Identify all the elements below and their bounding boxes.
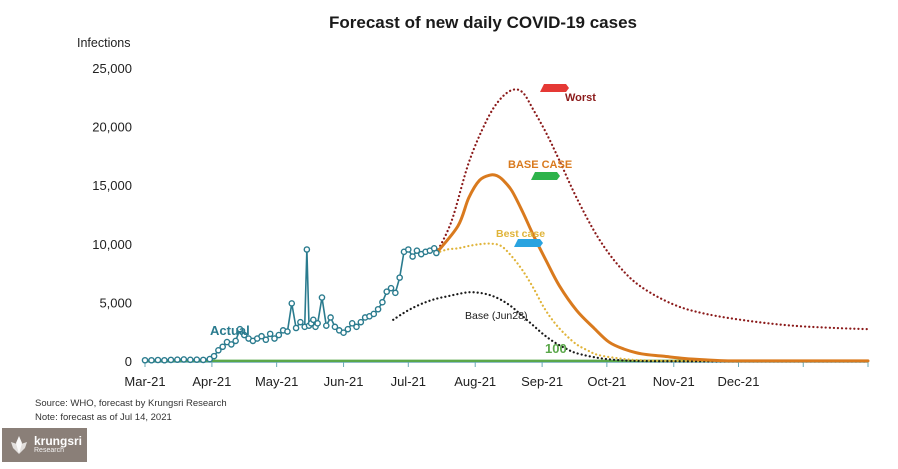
series-actual-point <box>232 337 239 345</box>
series-actual-point <box>236 325 244 333</box>
series-layer <box>141 88 870 364</box>
series-actual-point <box>383 288 391 295</box>
series-actual-point <box>379 298 386 306</box>
series-actual-label: Actual <box>210 323 250 338</box>
krungsri-logo-icon <box>11 436 27 454</box>
series-actual-point <box>154 356 162 364</box>
series-actual-point <box>167 356 175 364</box>
series-actual-point <box>271 335 278 342</box>
series-actual-point <box>292 324 300 332</box>
series-actual-point <box>322 322 330 329</box>
series-actual-point <box>357 318 365 326</box>
series-actual-point <box>288 300 296 307</box>
series-actual-point <box>262 336 270 344</box>
y-tick-label: 5,000 <box>99 295 132 310</box>
series-actual-point <box>344 325 352 333</box>
series-actual-point <box>297 318 304 326</box>
series-base-jun28-line <box>392 291 870 363</box>
forecast-note: Note: forecast as of Jul 14, 2021 <box>35 412 172 423</box>
series-actual-point <box>303 246 311 253</box>
series-actual-point <box>219 343 226 351</box>
series-actual-point <box>405 246 412 253</box>
logo-sub: Research <box>34 447 64 454</box>
series-actual-point <box>206 355 214 363</box>
x-tick-label: Apr-21 <box>192 374 231 389</box>
series-base-jun28-label: Base (Jun28) <box>465 310 527 322</box>
chart-title: Forecast of new daily COVID-19 cases <box>329 13 637 32</box>
series-actual-point <box>174 356 181 363</box>
x-tick-label: Nov-21 <box>653 374 695 389</box>
series-base-case-label: BASE CASE <box>508 159 572 171</box>
series-actual-point <box>331 323 339 331</box>
series-actual-point <box>240 331 248 339</box>
series-actual-point <box>180 356 188 363</box>
x-tick-label: Jul-21 <box>391 374 426 389</box>
series-actual-point <box>413 247 421 254</box>
series-actual-point <box>387 284 395 292</box>
y-tick-label: 15,000 <box>92 178 132 193</box>
series-100-label: 100 <box>545 341 567 356</box>
x-tick-label: Dec-21 <box>718 374 760 389</box>
source-note: Source: WHO, forecast by Krungsri Resear… <box>35 398 227 409</box>
series-actual-point <box>258 332 265 340</box>
series-labels: Actual Worst BASE CASE Best case Base (Jun28… <box>210 84 596 356</box>
series-actual-point <box>228 341 235 348</box>
series-actual-point <box>374 305 382 313</box>
y-tick-label: 20,000 <box>92 120 132 135</box>
series-actual-point <box>266 330 274 338</box>
x-tick-label: Sep-21 <box>521 374 563 389</box>
series-best-case-badge <box>514 239 543 247</box>
x-axis: Mar-21 Apr-21 May-21 Jun-21 Jul-21 Aug-21 Sep-… <box>124 361 869 389</box>
series-actual-point <box>284 328 291 335</box>
y-tick-label: 25,000 <box>92 61 132 76</box>
series-actual-point <box>396 274 403 281</box>
series-actual-point <box>327 314 334 321</box>
series-actual-point <box>314 320 321 327</box>
series-actual-point <box>370 310 378 318</box>
series-actual-point <box>409 253 416 260</box>
series-worst-label: Worst <box>565 92 596 104</box>
series-actual-point <box>215 346 222 354</box>
series-actual-point <box>310 316 317 324</box>
x-tick-label: May-21 <box>255 374 298 389</box>
y-tick-label: 10,000 <box>92 237 132 252</box>
series-actual-point <box>148 356 155 364</box>
series-actual-point <box>161 356 168 364</box>
y-axis-label: Infections <box>77 36 131 50</box>
series-base-case-badge <box>531 172 560 180</box>
x-tick-label: Mar-21 <box>124 374 165 389</box>
series-actual-point <box>340 329 347 337</box>
series-actual-point <box>199 356 207 364</box>
logo-brand: krungsri <box>34 434 83 448</box>
series-actual-point <box>318 294 326 301</box>
series-worst-line <box>435 88 870 331</box>
series-actual-point <box>348 320 356 327</box>
series-actual-point <box>187 356 194 364</box>
x-tick-label: Oct-21 <box>587 374 626 389</box>
series-actual-point <box>433 249 440 257</box>
series-actual-point <box>210 352 218 360</box>
x-tick-label: Aug-21 <box>454 374 496 389</box>
series-base-case-line <box>434 173 870 363</box>
krungsri-logo: krungsri Research <box>2 428 87 462</box>
series-worst-badge <box>540 84 569 92</box>
series-best-case-line <box>435 242 870 362</box>
series-best-case-label: Best case <box>496 228 545 240</box>
y-tick-label: 0 <box>125 354 132 369</box>
x-tick-label: Jun-21 <box>324 374 364 389</box>
series-actual-point <box>392 289 399 297</box>
series-actual-point <box>141 356 149 364</box>
y-axis-ticks: 0 5,000 10,000 15,000 20,000 25,000 <box>92 61 132 369</box>
series-actual-point <box>353 323 360 331</box>
series-actual-point <box>275 331 283 339</box>
series-actual-point <box>193 356 201 363</box>
